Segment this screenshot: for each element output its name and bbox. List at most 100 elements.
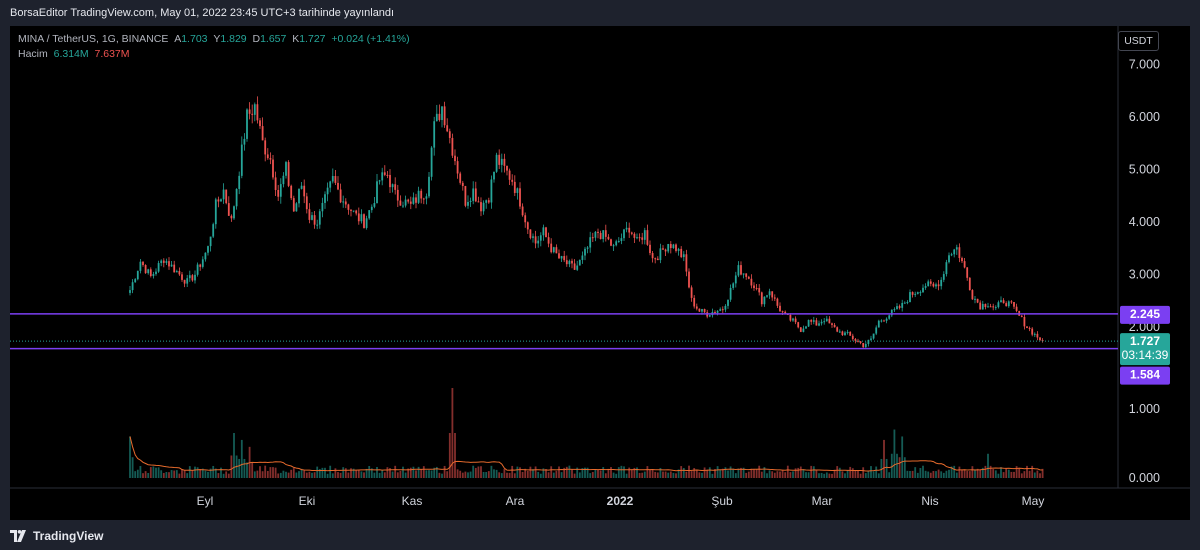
candle: [675, 243, 677, 253]
volume-bar: [389, 468, 391, 478]
candle: [204, 252, 207, 262]
volume-bar: [446, 471, 449, 478]
volume-bar: [308, 471, 311, 478]
volume-bar: [183, 470, 186, 478]
candle: [1002, 298, 1005, 304]
volume-bar: [443, 465, 446, 478]
candle: [389, 169, 391, 193]
candle: [630, 231, 633, 236]
volume-bar: [690, 471, 693, 478]
tradingview-logo[interactable]: TradingView: [10, 529, 103, 543]
volume-bar: [630, 469, 633, 478]
candle: [654, 257, 657, 264]
candle: [142, 261, 144, 267]
volume-bar: [706, 469, 709, 478]
volume-bar: [467, 472, 469, 478]
volume-bar: [867, 471, 870, 478]
candle: [914, 291, 917, 298]
volume-bar: [901, 436, 904, 478]
candle: [719, 307, 722, 312]
candle: [230, 214, 233, 222]
volume-bar: [633, 467, 636, 478]
currency-button[interactable]: USDT: [1118, 31, 1159, 51]
volume-bar: [357, 469, 360, 478]
volume-bar: [175, 470, 178, 478]
volume-bar: [586, 467, 589, 478]
candle: [274, 171, 277, 197]
volume-bar: [233, 433, 235, 478]
volume-bar: [607, 468, 610, 478]
volume-bar: [711, 473, 714, 478]
candle: [493, 171, 495, 183]
candle: [552, 246, 555, 254]
volume-bar: [573, 473, 576, 478]
candle: [987, 302, 989, 308]
high-label: Y: [213, 33, 221, 45]
volume-bar: [246, 462, 248, 478]
x-tick-label: May: [1022, 494, 1045, 508]
candle: [571, 258, 573, 269]
volume-bar: [368, 465, 371, 478]
candle: [287, 160, 290, 188]
level-tag: 2.245: [1120, 305, 1170, 324]
candle: [810, 319, 813, 325]
volume-bar: [459, 470, 462, 478]
volume-bar: [623, 466, 625, 478]
volume-bar: [506, 472, 508, 478]
volume-bar: [1020, 473, 1023, 478]
candle: [898, 304, 901, 310]
candle: [591, 232, 594, 243]
volume-bar: [259, 466, 261, 478]
time-axis[interactable]: Eyl Eki Kas Ara 2022 Şub Mar Nis May: [197, 494, 1045, 508]
symbol-label[interactable]: MINA / TetherUS, 1G, BINANCE: [18, 33, 169, 45]
candle: [534, 230, 537, 249]
volume-bar: [1036, 470, 1039, 478]
high-value: 1.829: [220, 33, 247, 45]
candle: [139, 258, 142, 274]
candle: [797, 321, 800, 329]
candle: [651, 251, 654, 263]
volume-bar: [555, 471, 558, 478]
volume-bar: [285, 471, 287, 478]
candle: [942, 271, 945, 283]
volume-bar: [222, 473, 225, 478]
volume-bar: [846, 470, 849, 478]
x-tick-label: Mar: [812, 494, 833, 508]
candle: [547, 232, 550, 248]
volume-bar: [1010, 471, 1013, 478]
volume-bar: [841, 471, 844, 478]
candle: [729, 284, 732, 302]
candle: [412, 192, 415, 205]
candle: [721, 306, 724, 314]
last-price-tag-text: 1.727: [1130, 334, 1160, 348]
volume-bar: [667, 472, 670, 478]
candle: [311, 211, 313, 221]
volume-bar: [984, 465, 987, 478]
volume-bar: [768, 470, 771, 478]
volume-bar: [753, 469, 755, 478]
volume-bar: [482, 471, 485, 478]
candle: [227, 196, 230, 216]
volume-bar: [693, 468, 696, 478]
chart-area[interactable]: 7.000 6.000 5.000 4.000 3.000 2.000 1.000 0.000…: [10, 26, 1190, 520]
candlesticks: [129, 96, 1044, 350]
volume-label[interactable]: Hacim: [18, 48, 48, 60]
close-label: K: [292, 33, 300, 45]
candle: [1028, 326, 1031, 332]
volume-bar: [220, 467, 222, 478]
x-tick-label: Nis: [921, 494, 938, 508]
x-tick-label: 2022: [607, 494, 634, 508]
candle: [851, 333, 854, 341]
volume-bar: [136, 469, 139, 478]
candle: [937, 280, 940, 291]
volume-bar: [940, 471, 943, 478]
change-value: +0.024 (+1.41%): [331, 33, 410, 45]
volume-bar: [472, 465, 475, 478]
price-chart[interactable]: 7.0006.0005.0004.0003.0002.0001.0000.000…: [10, 26, 1190, 520]
volume-bar: [441, 473, 443, 478]
volume-bar: [451, 388, 454, 478]
volume-bar: [581, 468, 584, 478]
volume-bar: [1028, 470, 1031, 478]
candle: [636, 233, 638, 240]
